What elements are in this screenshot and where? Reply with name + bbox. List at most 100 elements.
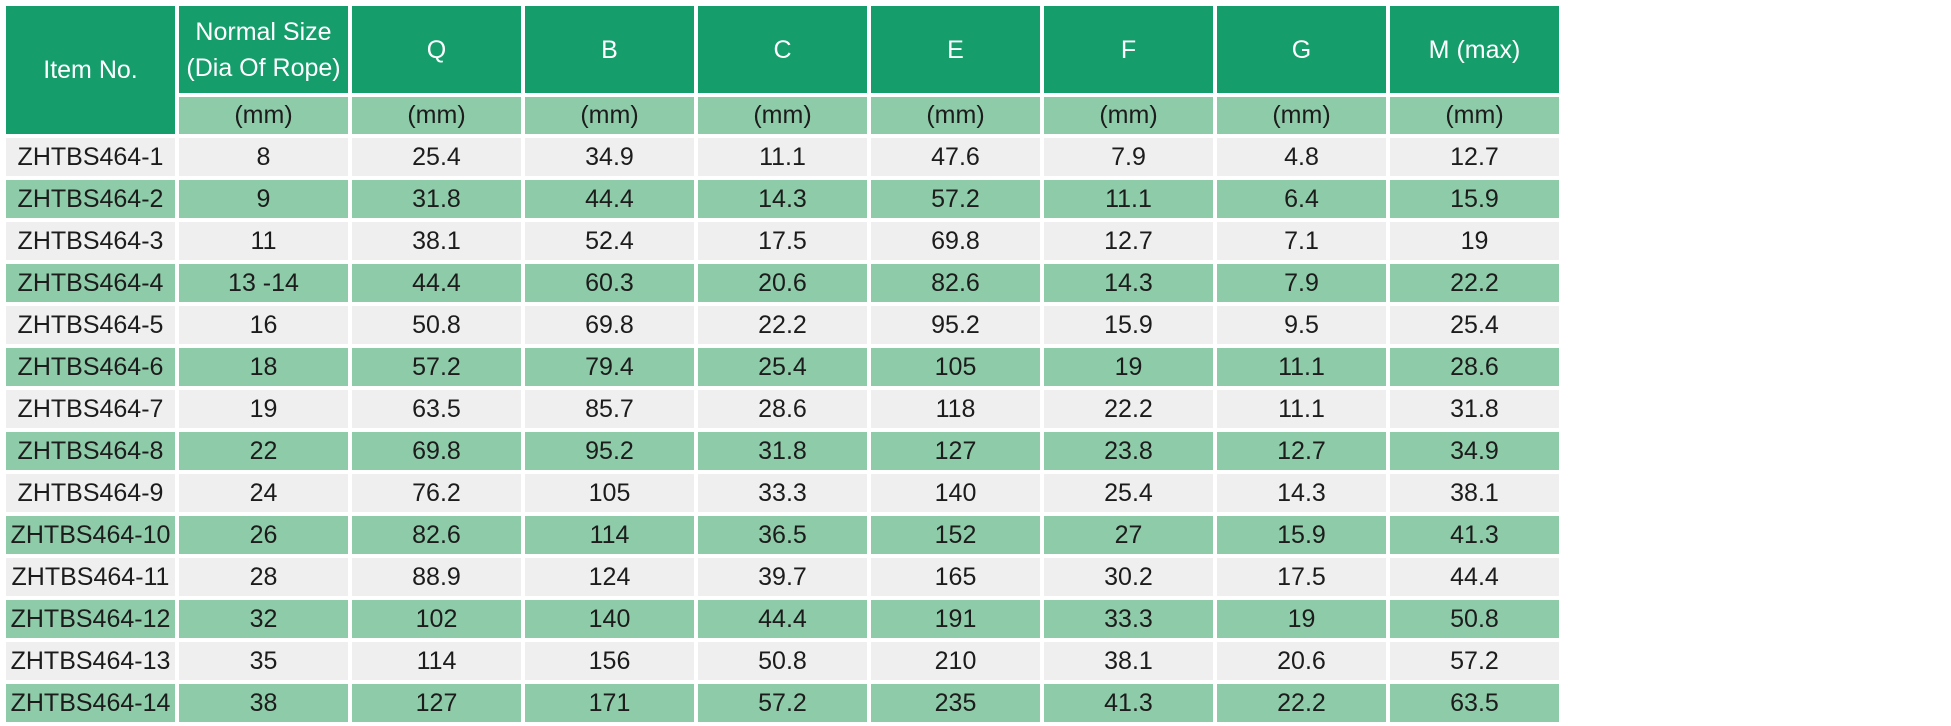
cell-e: 69.8 (871, 222, 1040, 260)
cell-e: 47.6 (871, 138, 1040, 176)
cell-e: 57.2 (871, 180, 1040, 218)
cell-f: 27 (1044, 516, 1213, 554)
cell-g: 11.1 (1217, 390, 1386, 428)
cell-b: 105 (525, 474, 694, 512)
cell-normal-size: 26 (179, 516, 348, 554)
table-row: ZHTBS464-1 8 25.4 34.9 11.1 47.6 7.9 4.8 12.7 (6, 138, 1559, 176)
cell-q: 76.2 (352, 474, 521, 512)
unit-f: (mm) (1044, 97, 1213, 134)
table-body: ZHTBS464-1 8 25.4 34.9 11.1 47.6 7.9 4.8 12.7 ZHT… (6, 138, 1559, 722)
table-row: ZHTBS464-13 35 114 156 50.8 210 38.1 20.6 57.2 (6, 642, 1559, 680)
cell-b: 114 (525, 516, 694, 554)
cell-item-no: ZHTBS464-5 (6, 306, 175, 344)
cell-f: 25.4 (1044, 474, 1213, 512)
cell-q: 25.4 (352, 138, 521, 176)
cell-q: 44.4 (352, 264, 521, 302)
cell-f: 22.2 (1044, 390, 1213, 428)
table-row: ZHTBS464-6 18 57.2 79.4 25.4 105 19 11.1 28.6 (6, 348, 1559, 386)
cell-e: 191 (871, 600, 1040, 638)
cell-normal-size: 8 (179, 138, 348, 176)
header-b: B (525, 6, 694, 93)
cell-g: 15.9 (1217, 516, 1386, 554)
table-row: ZHTBS464-10 26 82.6 114 36.5 152 27 15.9 41.3 (6, 516, 1559, 554)
cell-b: 171 (525, 684, 694, 722)
table-row: ZHTBS464-8 22 69.8 95.2 31.8 127 23.8 12.7 34.9 (6, 432, 1559, 470)
cell-m-max: 38.1 (1390, 474, 1559, 512)
cell-q: 50.8 (352, 306, 521, 344)
unit-m-max: (mm) (1390, 97, 1559, 134)
cell-item-no: ZHTBS464-14 (6, 684, 175, 722)
cell-g: 14.3 (1217, 474, 1386, 512)
table-row: ZHTBS464-4 13 -14 44.4 60.3 20.6 82.6 14.3 7.9 2… (6, 264, 1559, 302)
cell-g: 4.8 (1217, 138, 1386, 176)
cell-c: 17.5 (698, 222, 867, 260)
cell-b: 79.4 (525, 348, 694, 386)
cell-m-max: 63.5 (1390, 684, 1559, 722)
cell-e: 165 (871, 558, 1040, 596)
cell-e: 210 (871, 642, 1040, 680)
table-header: Item No. Normal Size (Dia Of Rope) Q B C… (6, 6, 1559, 134)
cell-f: 41.3 (1044, 684, 1213, 722)
cell-f: 19 (1044, 348, 1213, 386)
table-row: ZHTBS464-2 9 31.8 44.4 14.3 57.2 11.1 6.4 15.9 (6, 180, 1559, 218)
cell-item-no: ZHTBS464-10 (6, 516, 175, 554)
cell-e: 82.6 (871, 264, 1040, 302)
cell-q: 88.9 (352, 558, 521, 596)
cell-g: 7.1 (1217, 222, 1386, 260)
table-row: ZHTBS464-9 24 76.2 105 33.3 140 25.4 14.3 38.1 (6, 474, 1559, 512)
cell-q: 114 (352, 642, 521, 680)
cell-m-max: 44.4 (1390, 558, 1559, 596)
cell-c: 36.5 (698, 516, 867, 554)
cell-normal-size: 13 -14 (179, 264, 348, 302)
cell-g: 17.5 (1217, 558, 1386, 596)
header-f: F (1044, 6, 1213, 93)
cell-normal-size: 19 (179, 390, 348, 428)
cell-e: 127 (871, 432, 1040, 470)
cell-c: 20.6 (698, 264, 867, 302)
header-c: C (698, 6, 867, 93)
cell-q: 127 (352, 684, 521, 722)
cell-c: 22.2 (698, 306, 867, 344)
cell-f: 14.3 (1044, 264, 1213, 302)
cell-c: 33.3 (698, 474, 867, 512)
unit-e: (mm) (871, 97, 1040, 134)
cell-f: 11.1 (1044, 180, 1213, 218)
cell-g: 6.4 (1217, 180, 1386, 218)
header-e: E (871, 6, 1040, 93)
cell-e: 235 (871, 684, 1040, 722)
cell-normal-size: 24 (179, 474, 348, 512)
table-row: ZHTBS464-11 28 88.9 124 39.7 165 30.2 17.5 44.4 (6, 558, 1559, 596)
cell-item-no: ZHTBS464-9 (6, 474, 175, 512)
cell-item-no: ZHTBS464-8 (6, 432, 175, 470)
cell-q: 102 (352, 600, 521, 638)
cell-normal-size: 28 (179, 558, 348, 596)
unit-q: (mm) (352, 97, 521, 134)
cell-b: 44.4 (525, 180, 694, 218)
header-q: Q (352, 6, 521, 93)
header-item-no: Item No. (6, 6, 175, 134)
cell-b: 140 (525, 600, 694, 638)
cell-m-max: 28.6 (1390, 348, 1559, 386)
cell-c: 44.4 (698, 600, 867, 638)
cell-g: 7.9 (1217, 264, 1386, 302)
cell-c: 39.7 (698, 558, 867, 596)
cell-c: 14.3 (698, 180, 867, 218)
header-g: G (1217, 6, 1386, 93)
table-row: ZHTBS464-14 38 127 171 57.2 235 41.3 22.2 63.5 (6, 684, 1559, 722)
header-normal-size: Normal Size (Dia Of Rope) (179, 6, 348, 93)
cell-item-no: ZHTBS464-12 (6, 600, 175, 638)
table-row: ZHTBS464-7 19 63.5 85.7 28.6 118 22.2 11.1 31.8 (6, 390, 1559, 428)
cell-b: 156 (525, 642, 694, 680)
cell-m-max: 31.8 (1390, 390, 1559, 428)
cell-item-no: ZHTBS464-3 (6, 222, 175, 260)
cell-b: 85.7 (525, 390, 694, 428)
cell-c: 28.6 (698, 390, 867, 428)
cell-m-max: 50.8 (1390, 600, 1559, 638)
cell-normal-size: 9 (179, 180, 348, 218)
unit-row: (mm) (mm) (mm) (mm) (mm) (mm) (mm) (mm) (6, 97, 1559, 134)
unit-c: (mm) (698, 97, 867, 134)
header-row: Item No. Normal Size (Dia Of Rope) Q B C… (6, 6, 1559, 134)
cell-m-max: 25.4 (1390, 306, 1559, 344)
cell-b: 60.3 (525, 264, 694, 302)
cell-b: 69.8 (525, 306, 694, 344)
